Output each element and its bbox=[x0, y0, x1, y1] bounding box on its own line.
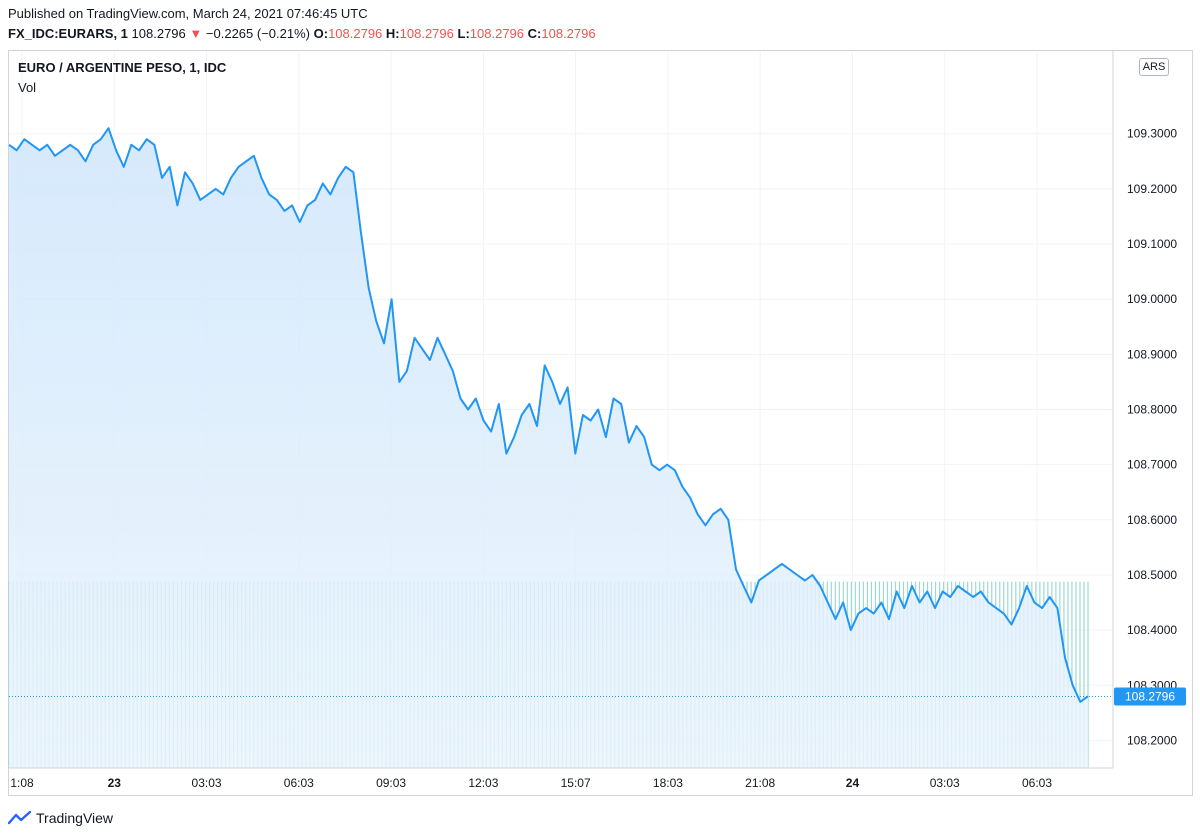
last-price: 108.2796 bbox=[131, 26, 186, 41]
legend-volume: Vol bbox=[18, 80, 37, 95]
y-tick-label: 108.2000 bbox=[1127, 733, 1177, 747]
footer-brand-label: TradingView bbox=[36, 810, 114, 826]
y-tick-label: 108.4000 bbox=[1127, 623, 1177, 637]
x-axis: 1:08 23 03:03 06:03 09:03 12:03 15:07 18:03 21:0… bbox=[9, 767, 1113, 790]
published-note: Published on TradingView.com, March 24, … bbox=[8, 6, 368, 21]
y-tick-label: 109.2000 bbox=[1127, 182, 1177, 196]
legend-title: EURO / ARGENTINE PESO, 1, IDC bbox=[18, 60, 227, 75]
low-value: 108.2796 bbox=[469, 26, 525, 41]
y-tick-label: 109.1000 bbox=[1127, 237, 1177, 251]
x-tick-label: 24 bbox=[846, 776, 860, 790]
y-tick-label: 109.3000 bbox=[1127, 127, 1177, 141]
change-arrow-icon: ▼ bbox=[189, 26, 203, 41]
symbol-label: FX_IDC:EURARS, 1 bbox=[8, 26, 128, 41]
price-area bbox=[9, 128, 1088, 768]
x-tick-label: 15:07 bbox=[561, 776, 591, 790]
x-tick-label: 06:03 bbox=[284, 776, 314, 790]
close-value: 108.2796 bbox=[541, 26, 596, 41]
y-axis: 109.3000 109.2000 109.1000 109.0000 108.9000… bbox=[1112, 51, 1177, 768]
x-tick-label: 1:08 bbox=[10, 776, 34, 790]
x-tick-label: 03:03 bbox=[930, 776, 960, 790]
close-label: C: bbox=[527, 26, 542, 41]
chart-frame bbox=[8, 50, 1193, 796]
ticker-line: FX_IDC:EURARS, 1 108.2796 ▼ −0.2265 (−0.… bbox=[8, 26, 596, 41]
x-tick-label: 23 bbox=[108, 776, 122, 790]
low-label: L: bbox=[457, 26, 470, 41]
x-tick-label: 03:03 bbox=[192, 776, 222, 790]
currency-tag[interactable]: ARS bbox=[1139, 58, 1169, 76]
high-label: H: bbox=[385, 26, 400, 41]
x-tick-label: 09:03 bbox=[376, 776, 406, 790]
y-tick-label: 108.9000 bbox=[1127, 347, 1177, 361]
open-label: O: bbox=[313, 26, 329, 41]
footer-brand[interactable]: TradingView bbox=[8, 810, 113, 826]
last-price-tag-bg bbox=[1114, 687, 1186, 706]
price-line bbox=[8, 127, 1113, 703]
y-tick-label: 108.5000 bbox=[1127, 568, 1177, 582]
price-area-fill bbox=[9, 128, 1088, 768]
x-tick-label: 18:03 bbox=[653, 776, 683, 790]
price-series-line bbox=[8, 127, 1089, 703]
y-tick-label: 108.7000 bbox=[1127, 458, 1177, 472]
open-value: 108.2796 bbox=[328, 26, 383, 41]
high-value: 108.2796 bbox=[399, 26, 454, 41]
tradingview-logo-icon bbox=[8, 811, 32, 825]
y-tick-label: 108.8000 bbox=[1127, 403, 1177, 417]
last-price-tag: 108.2796 bbox=[1114, 687, 1186, 706]
x-tick-label: 06:03 bbox=[1022, 776, 1052, 790]
change-value: −0.2265 (−0.21%) bbox=[205, 26, 310, 41]
y-tick-label: 108.6000 bbox=[1127, 513, 1177, 527]
x-tick-label: 12:03 bbox=[468, 776, 498, 790]
last-price-tag-label: 108.2796 bbox=[1125, 690, 1175, 704]
y-tick-label: 109.0000 bbox=[1127, 292, 1177, 306]
x-tick-label: 21:08 bbox=[745, 776, 775, 790]
